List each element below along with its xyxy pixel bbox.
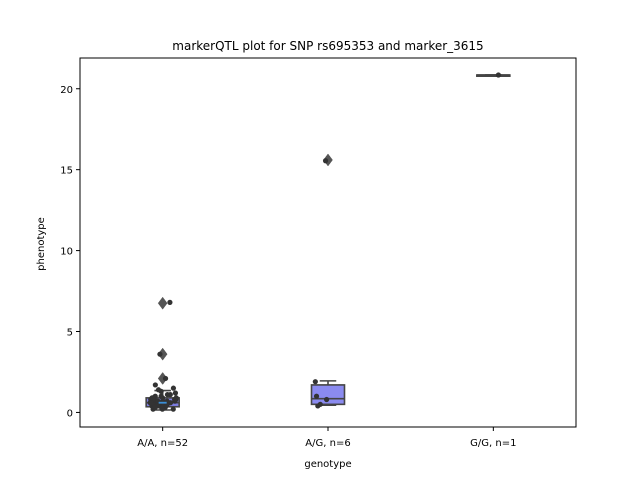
data-point-a-a-n-52 [150, 395, 156, 401]
y-tick-label: 20 [60, 85, 73, 96]
data-point-a-a-n-52 [155, 387, 162, 393]
y-axis: 0 5 10 15 20 [60, 85, 80, 419]
data-point-a-g-n-6 [312, 379, 318, 385]
data-point-a-a-n-52 [157, 351, 163, 357]
data-point-a-a-n-52 [162, 375, 169, 382]
data-point-a-a-n-52 [152, 382, 158, 388]
data-point-a-a-n-52 [158, 393, 164, 399]
plot-area [145, 72, 511, 412]
data-point-a-g-n-6 [313, 393, 320, 399]
y-tick-label: 5 [67, 328, 73, 339]
data-point-a-a-n-52 [172, 396, 178, 403]
data-point-a-g-n-6 [322, 158, 329, 164]
chart-title: markerQTL plot for SNP rs695353 and mark… [172, 39, 483, 53]
data-point-a-a-n-52 [172, 390, 179, 396]
data-point-a-g-n-6 [324, 396, 330, 403]
x-tick-label: G/G, n=1 [470, 438, 516, 449]
data-point-a-a-n-52 [170, 385, 177, 391]
axes-frame [79, 57, 577, 428]
data-point-a-a-n-52 [164, 402, 170, 408]
y-tick-label: 10 [60, 247, 73, 258]
y-tick-label: 0 [67, 408, 73, 419]
box-a-g-n-6 [310, 384, 346, 406]
data-point-a-a-n-52 [159, 405, 165, 411]
data-point-a-g-n-6 [317, 401, 323, 407]
data-point-a-a-n-52 [167, 299, 173, 305]
data-point-a-a-n-52 [170, 406, 176, 412]
x-axis: A/A, n=52 A/G, n=6 G/G, n=1 [137, 427, 516, 449]
outlier-marker-a-a-n-52 [157, 296, 168, 310]
data-point-a-a-n-52 [152, 404, 158, 410]
y-axis-label: phenotype [36, 217, 47, 271]
x-tick-label: A/A, n=52 [137, 438, 188, 449]
data-point-g-g-n-1 [495, 72, 501, 78]
data-point-a-a-n-52 [167, 392, 173, 398]
y-tick-label: 15 [60, 166, 73, 177]
x-tick-label: A/G, n=6 [305, 438, 350, 449]
data-point-a-a-n-52 [148, 400, 154, 406]
x-axis-label: genotype [304, 459, 351, 470]
